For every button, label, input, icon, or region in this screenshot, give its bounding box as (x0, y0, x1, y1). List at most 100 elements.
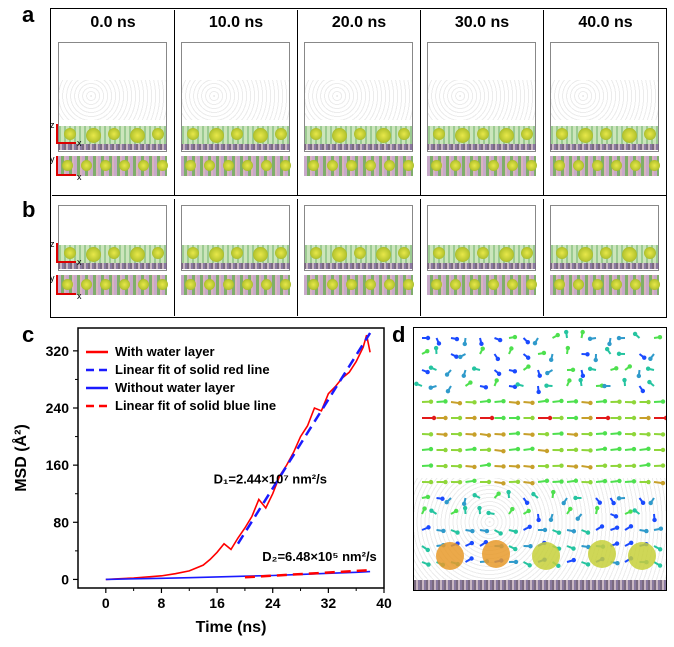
arrow-head (528, 544, 533, 549)
nanoparticle (398, 247, 410, 259)
nanoparticle-top (81, 160, 92, 171)
arrow-head (646, 446, 651, 452)
arrow-head (526, 364, 531, 369)
legend-label-0: With water layer (115, 344, 215, 359)
arrow-head (602, 463, 608, 468)
arrow-head (588, 431, 593, 437)
nanoparticle (108, 247, 120, 259)
arrow-head (573, 415, 579, 421)
arrow-head (631, 446, 637, 452)
nanoparticle (499, 128, 514, 143)
nanoparticle (209, 247, 224, 262)
z-axis-label: z (50, 239, 55, 249)
arrow-head (631, 463, 637, 468)
arrow-head (551, 489, 556, 495)
arrow-head (604, 346, 610, 352)
arrow-head (469, 540, 475, 546)
arrow-head (530, 446, 535, 452)
arrow-head (501, 481, 506, 486)
arrow-head (486, 447, 492, 453)
arrow-head (527, 563, 532, 568)
arrow-head (559, 415, 564, 421)
arrow-head (561, 500, 566, 506)
arrow-head (614, 541, 620, 546)
y-axis-label: y (50, 154, 55, 164)
nanoparticle-top (488, 160, 499, 171)
arrow-head (548, 517, 554, 522)
nanoparticle (556, 128, 568, 140)
arrow-head (515, 464, 521, 469)
arrow-head (555, 332, 560, 338)
arrow-head (660, 432, 666, 437)
arrow-head (593, 357, 598, 363)
arrow-head (510, 506, 515, 512)
arrow-head (479, 341, 484, 347)
x-axis-line-2 (56, 293, 76, 295)
nanoparticle (332, 128, 347, 143)
nanoparticle-top (431, 279, 442, 290)
nanoparticle-top (365, 279, 376, 290)
nanoparticle (477, 247, 489, 259)
y-tick-label: 80 (53, 514, 69, 530)
arrow-head (588, 400, 593, 406)
arrow-head (443, 479, 448, 485)
arrow-head (564, 329, 569, 335)
y-tick-label: 0 (61, 571, 69, 587)
arrow-head (632, 508, 637, 513)
arrow-head (544, 398, 550, 403)
arrow-head (425, 335, 431, 341)
snapshot-nowater-0: z x y x (50, 199, 175, 316)
arrow-head (470, 528, 475, 534)
arrow-head (480, 346, 485, 351)
arrow-head (462, 341, 467, 347)
arrow-head (616, 496, 622, 501)
arrow-head (571, 529, 577, 534)
arrow-head (660, 447, 666, 453)
nanoparticle (152, 128, 164, 140)
nanoparticle-top (450, 160, 461, 171)
nanoparticle-top (573, 279, 584, 290)
arrow-head (461, 501, 467, 507)
arrow-head (617, 446, 622, 452)
arrow-head (472, 415, 477, 421)
nanoparticle-top (327, 279, 338, 290)
nanoparticle (455, 247, 470, 262)
arrow-head (559, 479, 564, 484)
nanoparticle-top (649, 279, 660, 290)
y-tick-label: 240 (46, 400, 70, 416)
arrow-head (660, 463, 666, 468)
panel-label-c: c (22, 322, 35, 347)
arrow-head (471, 366, 477, 371)
arrow-head (472, 432, 477, 437)
nanoparticle (455, 128, 470, 143)
arrow-head (599, 524, 605, 529)
flow-field-panel (413, 327, 667, 591)
arrow-head (627, 364, 633, 369)
water-layer (551, 80, 658, 120)
arrow-head (425, 494, 431, 500)
arrow-head (429, 508, 434, 513)
nanoparticle-top (185, 160, 196, 171)
nanoparticle-top (469, 160, 480, 171)
arrow-head (588, 448, 593, 453)
arrow-head (530, 415, 535, 421)
snapshot-water-1: 10.0 ns (175, 10, 298, 196)
arrow-head (559, 431, 564, 436)
nanoparticle (376, 247, 391, 262)
arrow-head (648, 500, 653, 506)
arrow-head (559, 447, 564, 453)
arrow-head (422, 506, 427, 511)
nanoparticle (600, 247, 612, 259)
arrow-head (477, 505, 482, 511)
arrow-head (494, 378, 499, 383)
z-axis-label: z (50, 120, 55, 130)
arrow-head (648, 356, 653, 361)
nanoparticle (477, 128, 489, 140)
arrow-head (602, 446, 608, 451)
arrow-head (622, 377, 627, 383)
substrate (58, 144, 167, 150)
arrow-head (614, 366, 619, 371)
simulation-box (550, 42, 659, 152)
nanoparticle (130, 247, 145, 262)
z-axis-line (56, 243, 58, 261)
